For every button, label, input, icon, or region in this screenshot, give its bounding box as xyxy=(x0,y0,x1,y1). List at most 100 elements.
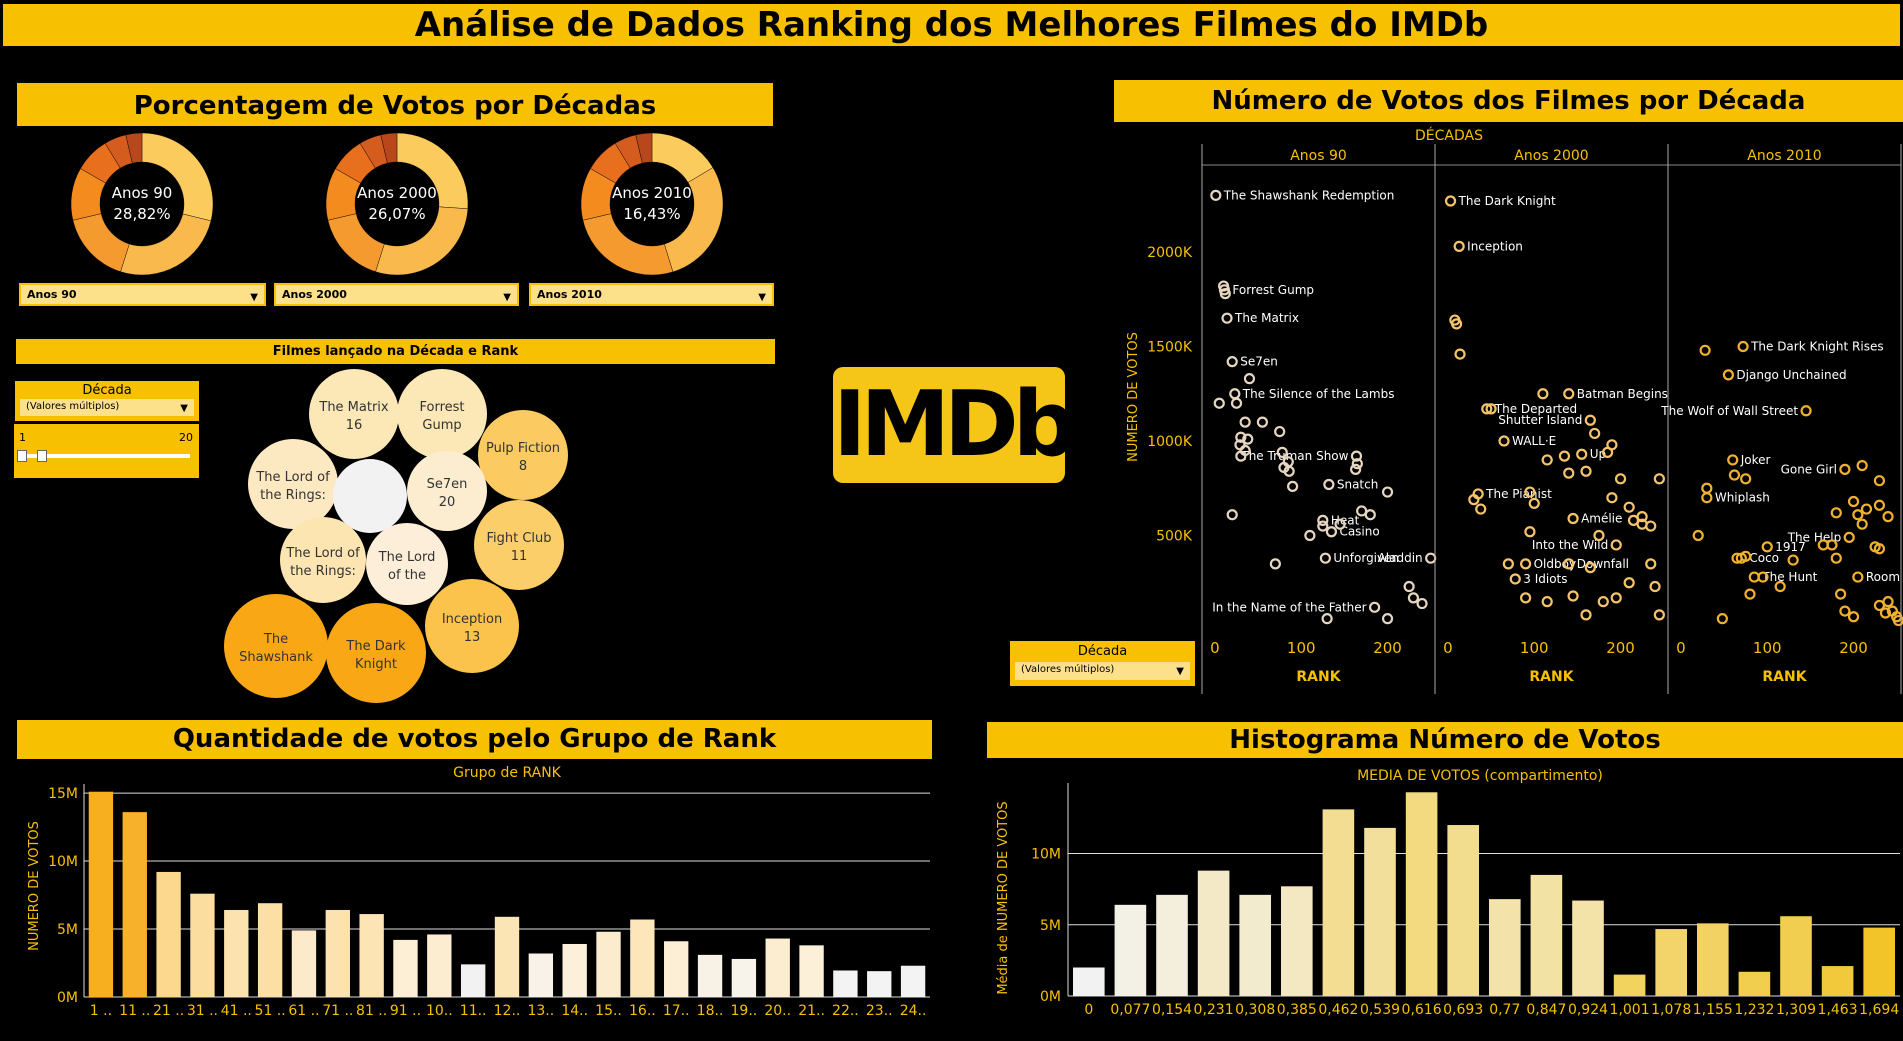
scatter-point xyxy=(1882,596,1894,608)
bubble-label: The xyxy=(263,632,288,647)
scatter-point xyxy=(1323,478,1335,491)
bar1-x-tick-label: 14.. xyxy=(561,1003,588,1019)
decade-dropdown-2000[interactable]: Anos 2000 ▼ xyxy=(274,283,519,306)
decade-dropdown-90[interactable]: Anos 90 ▼ xyxy=(19,283,266,306)
bar1-x-tick-label: 71 .. xyxy=(322,1003,353,1019)
bar1-bar xyxy=(867,971,892,997)
bubble-filter-value: (Valores múltiplos) xyxy=(26,401,120,412)
scatter-y-tick-label: 2000K xyxy=(1147,245,1193,261)
bubble-decade-filter: Década (Valores múltiplos) ▼ xyxy=(15,381,199,421)
decade-dropdown-2010[interactable]: Anos 2010 ▼ xyxy=(529,283,774,306)
scatter-point xyxy=(1563,388,1575,400)
histogram-chart: MEDIA DE VOTOS (compartimento) Média de N… xyxy=(996,768,1900,1018)
scatter-point-label: The Hunt xyxy=(1761,570,1817,584)
scatter-point xyxy=(1498,435,1510,447)
scatter-point xyxy=(1692,529,1704,542)
histogram-bar xyxy=(1114,904,1147,996)
bubble-label: Inception xyxy=(442,612,502,627)
slider-track[interactable] xyxy=(22,454,190,458)
scatter-x-tick-label: 100 xyxy=(1753,639,1782,657)
histogram-bar xyxy=(1447,825,1480,996)
scatter-point xyxy=(1502,558,1514,570)
bubble-filter-label: Década xyxy=(82,383,132,398)
page-title: Análise de Dados Ranking dos Melhores Fi… xyxy=(3,4,1900,46)
histogram-bar xyxy=(1780,916,1812,996)
bar1-bar xyxy=(630,919,655,997)
scatter-x-tick-label: 0 xyxy=(1676,639,1686,657)
scatter-filter-value: (Valores múltiplos) xyxy=(1021,664,1115,675)
bar1-bar xyxy=(697,954,723,997)
scatter-x-tick-label: 0 xyxy=(1210,639,1220,657)
scatter-point xyxy=(1761,541,1773,553)
scatter-point xyxy=(1826,539,1838,551)
scatter-point xyxy=(1235,450,1247,462)
histogram-y-axis-label: Média de NUMERO DE VOTOS xyxy=(996,801,1011,994)
scatter-point xyxy=(1614,473,1627,485)
bar1-bar xyxy=(460,964,486,997)
bar1-y-axis-label: NUMERO DE VOTOS xyxy=(27,821,42,951)
bar1-x-tick-label: 23.. xyxy=(866,1003,893,1019)
scatter-point xyxy=(1800,405,1812,417)
bubble-label: The Dark xyxy=(345,639,406,654)
bubble-label: Forrest xyxy=(419,400,464,415)
bubble-label: 16 xyxy=(346,418,363,433)
bubble-label: The Lord of xyxy=(285,546,360,561)
scatter-point xyxy=(1860,503,1873,515)
slider-handle-min[interactable] xyxy=(17,450,27,462)
bubble xyxy=(309,369,399,459)
scatter-point xyxy=(1610,539,1622,551)
scatter-y-tick-label: 1000K xyxy=(1147,434,1193,450)
bubble-filter-dropdown[interactable]: (Valores múltiplos) ▼ xyxy=(19,398,195,417)
scatter-point-label: WALL·E xyxy=(1512,434,1556,448)
scatter-point xyxy=(1787,554,1799,566)
scatter-point xyxy=(1774,580,1786,593)
bar1-bar xyxy=(88,791,114,997)
bar1-y-tick-label: 10M xyxy=(48,854,78,870)
scatter-point xyxy=(1450,318,1463,330)
scatter-point xyxy=(1852,571,1864,583)
histogram-bar xyxy=(1488,899,1521,996)
scatter-point-label: Aladdin xyxy=(1378,551,1423,565)
scatter-x-tick-label: 200 xyxy=(1839,639,1868,657)
histogram-x-tick-label: 0,924 xyxy=(1568,1002,1608,1018)
slider-handle-max[interactable] xyxy=(37,450,47,462)
histogram-bar xyxy=(1197,870,1230,996)
histogram-x-tick-label: 0,847 xyxy=(1526,1002,1566,1018)
scatter-point xyxy=(1727,454,1739,466)
scatter-point-label: The Dark Knight Rises xyxy=(1750,340,1884,354)
scatter-point xyxy=(1334,518,1346,530)
scatter-filter-dropdown[interactable]: (Valores múltiplos) ▼ xyxy=(1014,661,1191,681)
scatter-point-label: Room xyxy=(1866,570,1900,584)
bubble-label: 13 xyxy=(464,630,481,645)
bubble-label: The Lord of xyxy=(255,470,330,485)
scatter-y-tick-label: 1500K xyxy=(1147,340,1193,356)
scatter-point xyxy=(1576,448,1588,460)
bubble xyxy=(280,517,366,603)
scatter-point xyxy=(1716,613,1728,625)
histogram-x-tick-label: 0,616 xyxy=(1402,1002,1442,1018)
slider-min-label: 1 xyxy=(19,431,26,444)
scatter-point xyxy=(1364,509,1376,521)
bar1-bar xyxy=(257,903,283,997)
bubble xyxy=(326,603,426,703)
bar1-x-tick-label: 41 .. xyxy=(221,1003,252,1019)
scatter-point xyxy=(1589,427,1601,440)
scatter-point xyxy=(1873,475,1886,487)
scatter-point-label: The Truman Show xyxy=(1240,449,1348,463)
scatter-x-tick-label: 100 xyxy=(1287,639,1316,657)
donut-center-label: Anos 90 xyxy=(112,184,173,202)
bar1-bar xyxy=(562,943,587,997)
scatter-point xyxy=(1558,450,1571,462)
bubble xyxy=(397,369,487,459)
scatter-point-label: 3 Idiots xyxy=(1523,572,1567,586)
scatter-point xyxy=(1407,592,1420,604)
scatter-point xyxy=(1623,577,1635,589)
scatter-point xyxy=(1243,373,1256,385)
bubble xyxy=(474,500,564,590)
scatter-point xyxy=(1649,580,1661,593)
scatter-point xyxy=(1728,469,1741,481)
scatter-point xyxy=(1567,590,1579,602)
scatter-point-label: The Pianist xyxy=(1485,487,1552,501)
scatter-point xyxy=(1317,514,1329,526)
histogram-x-tick-label: 1,155 xyxy=(1693,1002,1733,1018)
